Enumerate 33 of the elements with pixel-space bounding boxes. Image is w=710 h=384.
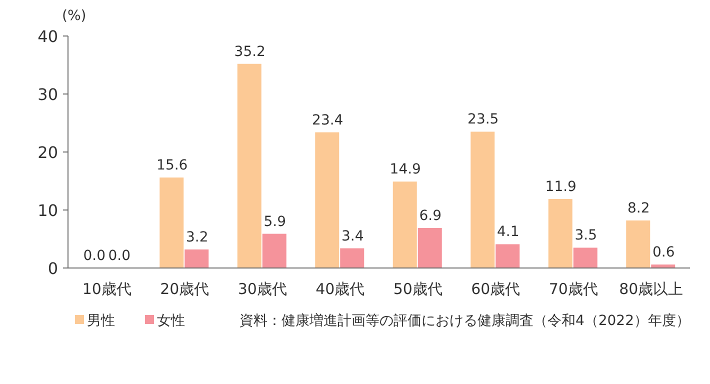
x-tick-label: 50歳代: [393, 280, 442, 298]
y-tick-label: 0: [48, 259, 58, 278]
data-label: 5.9: [264, 214, 286, 230]
x-tick-label: 60歳代: [471, 280, 520, 298]
x-tick-label: 70歳代: [548, 280, 598, 298]
y-tick-label: 20: [38, 143, 58, 162]
data-label: 6.9: [419, 208, 442, 224]
data-label: 8.2: [627, 200, 650, 216]
data-label: 3.2: [186, 229, 208, 246]
data-label: 4.1: [496, 224, 520, 240]
y-tick-label: 10: [38, 201, 58, 220]
x-tick-label: 10歳代: [82, 280, 132, 298]
data-label: 15.6: [156, 158, 188, 174]
x-tick-label: 30歳代: [238, 280, 287, 298]
data-label: 3.4: [341, 228, 364, 244]
legend-label: 女性: [157, 313, 185, 329]
data-label: 0.6: [652, 244, 675, 261]
y-tick-label: 40: [38, 27, 58, 46]
data-label: 35.2: [234, 44, 266, 60]
y-axis-title: (%): [62, 8, 86, 24]
data-label: 0.0: [108, 248, 131, 264]
data-label: 3.5: [574, 228, 598, 244]
legend-label: 男性: [87, 313, 115, 329]
x-tick-label: 80歳以上: [619, 280, 684, 298]
data-label: 11.9: [545, 178, 576, 195]
x-tick-label: 20歳代: [160, 280, 210, 298]
data-label: 14.9: [390, 162, 421, 178]
text: 資料：健康増進計画等の評価における健康調査（令和4（2022）年度）: [239, 312, 690, 329]
data-label: 0.0: [83, 248, 106, 264]
data-label: 23.4: [312, 112, 344, 128]
x-tick-label: 40歳代: [316, 280, 365, 298]
y-tick-label: 30: [38, 85, 58, 104]
data-label: 23.5: [468, 112, 499, 128]
